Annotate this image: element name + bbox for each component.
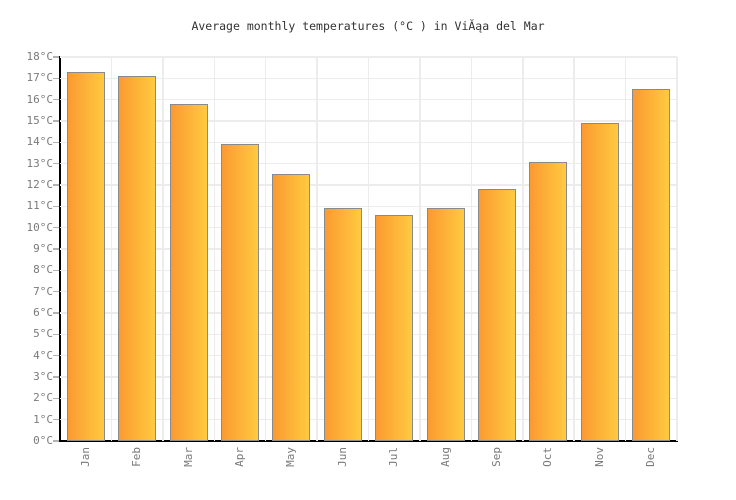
month-label: Mar — [181, 447, 195, 467]
month-label: Nov — [592, 447, 606, 467]
y-axis-tick — [53, 269, 59, 272]
gridline-vertical — [162, 57, 164, 441]
y-axis-tick — [53, 418, 59, 421]
y-axis-tick — [53, 312, 59, 314]
y-axis-tick — [53, 248, 59, 250]
y-axis-tick — [53, 290, 59, 293]
temperature-bar — [478, 189, 517, 441]
temperature-bar — [580, 123, 619, 441]
temperature-bar — [118, 76, 157, 441]
month-label: Oct — [541, 447, 555, 467]
y-axis-label: 12°C — [26, 178, 54, 191]
y-axis-tick — [53, 141, 59, 144]
month-label: Feb — [130, 447, 144, 467]
y-axis-label: 9°C — [33, 242, 53, 255]
y-axis-tick — [53, 98, 59, 101]
y-axis-tick — [53, 333, 59, 336]
y-axis-label: 10°C — [26, 220, 54, 234]
y-axis-tick — [53, 184, 59, 186]
y-axis-label: 14°C — [26, 135, 54, 149]
y-axis-label: 17°C — [26, 71, 54, 85]
y-axis-label: 8°C — [33, 263, 53, 277]
y-axis-label: 6°C — [33, 306, 53, 319]
month-label: Aug — [438, 447, 452, 467]
y-axis-label: 11°C — [26, 199, 54, 213]
gridline-vertical — [213, 57, 215, 441]
plot-area — [60, 56, 678, 441]
y-axis-label: 0°C — [33, 434, 53, 447]
y-axis-tick — [53, 77, 59, 80]
y-axis-tick — [53, 440, 59, 442]
month-label: May — [284, 447, 298, 467]
month-label: Sep — [490, 447, 504, 467]
temperature-bar — [632, 89, 671, 441]
y-axis-label: 1°C — [33, 412, 53, 426]
y-axis-label: 13°C — [26, 156, 54, 170]
temperature-bar — [323, 208, 362, 441]
y-axis-label: 5°C — [33, 327, 53, 341]
gridline-vertical — [419, 57, 421, 441]
y-axis-tick — [53, 120, 59, 122]
month-label: Jan — [78, 447, 92, 467]
gridline-vertical — [367, 57, 370, 441]
y-axis-label: 15°C — [26, 114, 54, 127]
y-axis-tick — [53, 162, 59, 165]
temperature-bar — [272, 174, 311, 441]
y-axis-tick — [53, 205, 59, 208]
month-label: Jun — [335, 447, 349, 467]
temperature-bar — [66, 71, 105, 441]
y-axis-tick — [53, 56, 59, 58]
chart-title: Average monthly temperatures (°C ) in Vi… — [191, 19, 545, 33]
gridline-vertical — [110, 57, 113, 441]
gridline-vertical — [522, 57, 524, 441]
gridline-vertical — [470, 57, 473, 441]
gridline-vertical — [264, 57, 267, 441]
temperature-bar — [375, 214, 414, 441]
y-axis-tick — [53, 376, 59, 378]
y-axis-label: 2°C — [33, 391, 53, 405]
gridline-vertical — [624, 57, 627, 441]
temperature-bar — [529, 161, 568, 441]
temperature-bar — [169, 103, 208, 441]
y-axis-tick — [53, 226, 59, 229]
y-axis-label: 3°C — [33, 370, 53, 383]
temperature-bar — [220, 144, 259, 441]
x-axis-line — [59, 440, 678, 442]
month-label: Apr — [232, 447, 246, 467]
gridline-vertical — [676, 57, 678, 441]
y-axis-label: 4°C — [33, 348, 53, 362]
gridline-vertical — [316, 57, 318, 441]
month-label: Jul — [387, 447, 401, 467]
gridline-vertical — [573, 57, 575, 441]
y-axis-label: 18°C — [26, 50, 54, 63]
y-axis-tick — [53, 354, 59, 357]
month-label: Dec — [644, 447, 658, 467]
y-axis-tick — [53, 397, 59, 400]
temperature-bar — [426, 208, 465, 441]
y-axis-label: 16°C — [26, 92, 54, 106]
y-axis-label: 7°C — [33, 284, 53, 298]
